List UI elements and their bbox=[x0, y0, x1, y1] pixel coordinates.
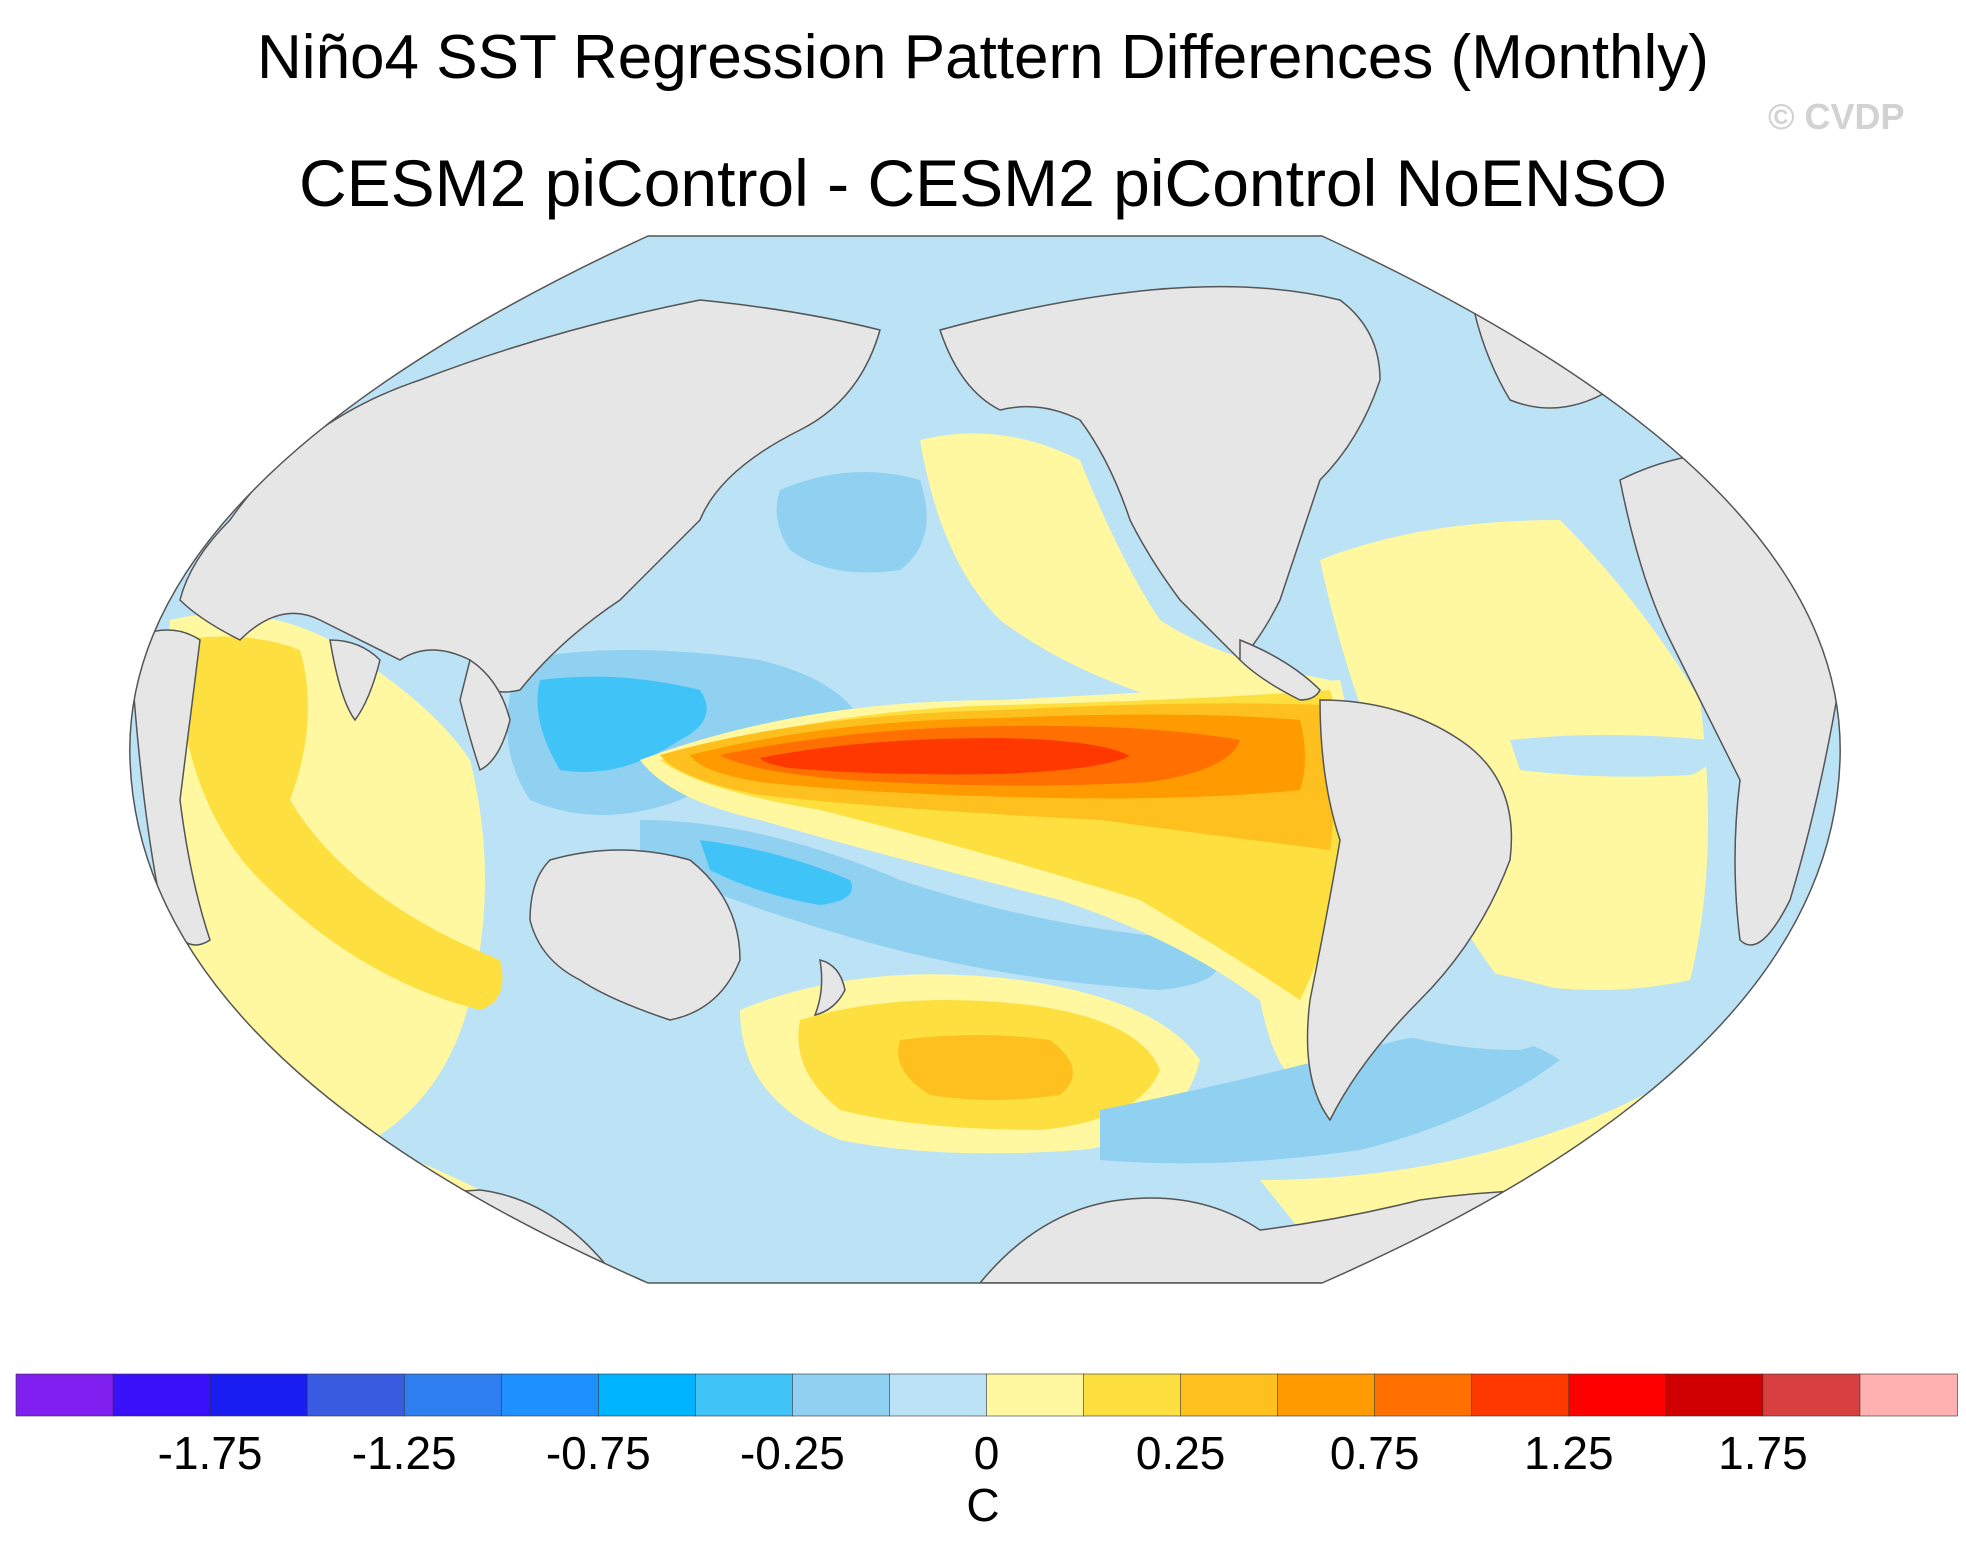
colorbar-swatch bbox=[792, 1373, 891, 1417]
north-america-land bbox=[939, 285, 1381, 662]
colorbar-swatch bbox=[1471, 1373, 1570, 1417]
chart-title: Niño4 SST Regression Pattern Differences… bbox=[257, 23, 1709, 92]
cvdp-watermark: © CVDP bbox=[1768, 96, 1905, 137]
colorbar-swatch bbox=[1277, 1373, 1376, 1417]
chart-subtitle: CESM2 piControl - CESM2 piControl NoENSO bbox=[298, 146, 1668, 220]
north-pacific-negative bbox=[776, 472, 927, 573]
colorbar-tick-label: 0 bbox=[974, 1427, 1000, 1479]
eurasia-land bbox=[179, 299, 881, 693]
colorbar-swatch bbox=[15, 1373, 114, 1417]
colorbar-swatch bbox=[500, 1373, 600, 1417]
colorbar-tick-label: -1.75 bbox=[158, 1427, 263, 1479]
colorbar-swatch bbox=[306, 1373, 405, 1417]
colorbar-swatch bbox=[112, 1373, 211, 1417]
colorbar-swatch bbox=[403, 1373, 503, 1417]
colorbar-swatches bbox=[15, 1373, 1958, 1417]
southwest-pacific-negative-core bbox=[700, 840, 852, 905]
colorbar-swatch bbox=[209, 1373, 308, 1417]
world-map bbox=[129, 235, 1841, 1284]
colorbar-tick-labels: -1.75 -1.25 -0.75 -0.25 0 0.25 0.75 1.25 1.75 bbox=[158, 1427, 1808, 1479]
colorbar-swatch bbox=[695, 1373, 794, 1417]
equatorial-warm-tongue-1p25 bbox=[760, 738, 1130, 775]
colorbar-tick-label: -0.75 bbox=[546, 1427, 651, 1479]
colorbar-swatch bbox=[1374, 1373, 1473, 1417]
colorbar-tick-label: 0.25 bbox=[1136, 1427, 1226, 1479]
new-zealand-land bbox=[813, 958, 846, 1017]
colorbar-tick-label: 0.75 bbox=[1330, 1427, 1420, 1479]
colorbar-units-label: C bbox=[966, 1479, 999, 1531]
south-america-land bbox=[1306, 699, 1513, 1122]
southeast-asia-land bbox=[459, 658, 511, 772]
atlantic-negative bbox=[1510, 735, 1713, 777]
colorbar-swatch bbox=[986, 1373, 1085, 1417]
colorbar-swatch bbox=[597, 1373, 697, 1417]
colorbar-tick-label: -0.25 bbox=[740, 1427, 845, 1479]
indian-ocean-positive-core bbox=[175, 636, 503, 1010]
colorbar-tick-label: -1.25 bbox=[352, 1427, 457, 1479]
colorbar-swatch bbox=[889, 1373, 988, 1417]
india-land bbox=[329, 639, 381, 722]
globe-outline bbox=[129, 235, 1841, 1284]
western-pacific-negative-inner bbox=[537, 676, 707, 772]
colorbar-swatch bbox=[1083, 1373, 1182, 1417]
colorbar-swatch bbox=[1762, 1373, 1861, 1417]
colorbar-tick-label: 1.25 bbox=[1524, 1427, 1614, 1479]
colorbar-swatch bbox=[1665, 1373, 1764, 1417]
colorbar-swatch bbox=[1180, 1373, 1279, 1417]
colorbar-swatch bbox=[1859, 1373, 1958, 1417]
atlantic-positive bbox=[1320, 520, 1708, 990]
australia-land bbox=[529, 849, 741, 1021]
africa-land bbox=[129, 629, 211, 946]
south-pacific-positive-peak bbox=[898, 1035, 1073, 1100]
north-pacific-coastal-positive bbox=[920, 433, 1330, 712]
central-america-land bbox=[1239, 638, 1321, 701]
colorbar-tick-label: 1.75 bbox=[1718, 1427, 1808, 1479]
colorbar-swatch bbox=[1568, 1373, 1667, 1417]
